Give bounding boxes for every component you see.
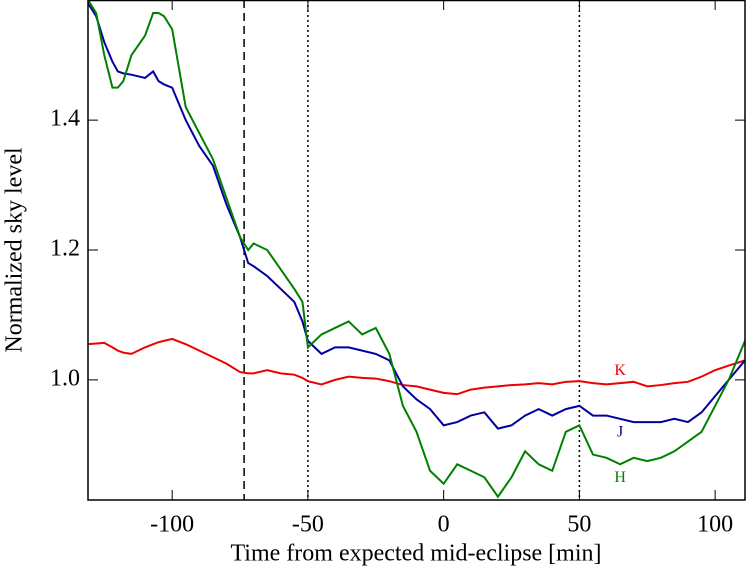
series-label: K: [614, 362, 626, 379]
line: [88, 0, 745, 499]
x-tick-label: 100: [697, 512, 733, 538]
x-tick-label: 0: [438, 512, 450, 538]
y-tick-label: 1.2: [50, 236, 80, 262]
plot-frame: [87, 0, 746, 501]
x-tick-label: -50: [292, 512, 324, 538]
x-tick-label: 50: [567, 512, 591, 538]
y-axis-label: Normalized sky level: [2, 147, 28, 353]
x-axis-label: Time from expected mid-eclipse [min]: [230, 541, 601, 567]
series-label: J: [617, 424, 623, 441]
line: [88, 337, 745, 396]
series-label: H: [614, 469, 626, 486]
y-tick-label: 1.4: [50, 106, 80, 132]
y-tick-label: 1.0: [50, 365, 80, 391]
line: [88, 2, 745, 430]
x-tick-label: -100: [150, 512, 194, 538]
plot-lines: [88, 0, 745, 499]
